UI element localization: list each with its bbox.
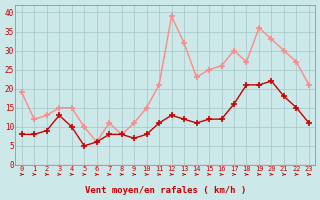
X-axis label: Vent moyen/en rafales ( km/h ): Vent moyen/en rafales ( km/h ) [85, 186, 246, 195]
